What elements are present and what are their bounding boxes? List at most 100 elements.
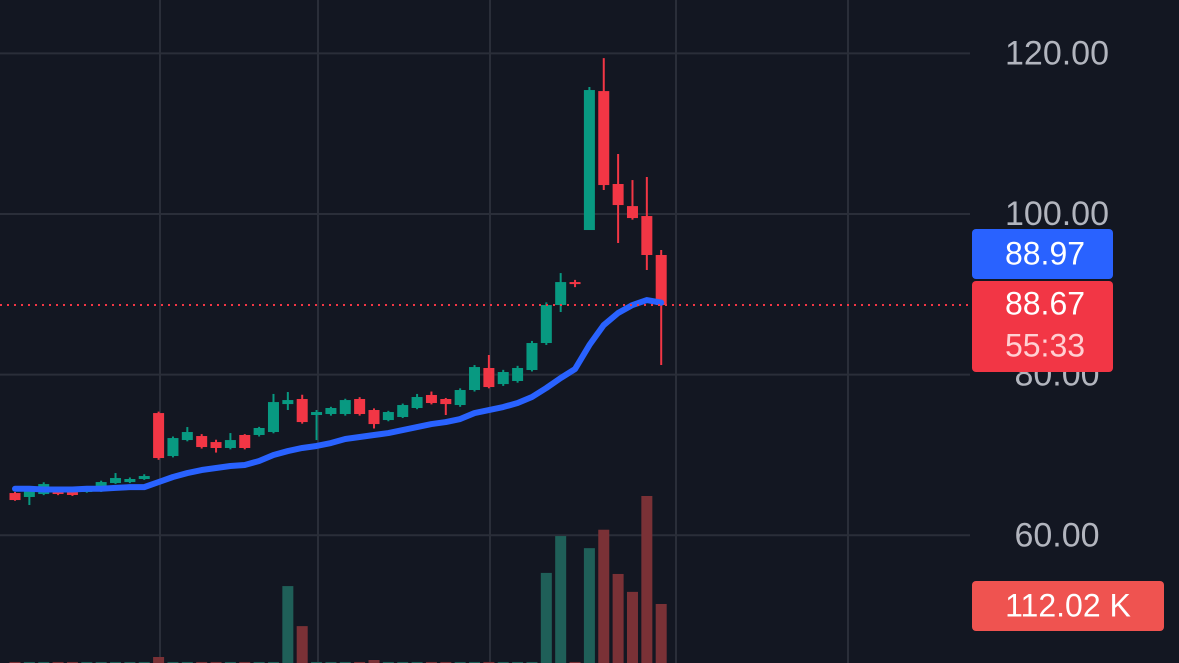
volume-badge-label: 112.02 K <box>1005 587 1131 623</box>
candle-body <box>23 490 35 497</box>
candle-body <box>267 402 279 433</box>
price-badge <box>972 281 1113 372</box>
volume-bar <box>9 661 21 663</box>
volume-bar <box>124 661 136 663</box>
volume-bar <box>38 661 50 663</box>
volume-bar <box>382 661 394 663</box>
volume-bar <box>66 661 78 663</box>
candle-body <box>655 255 667 306</box>
candle-body <box>339 400 351 415</box>
volume-bar <box>483 661 495 663</box>
candle-body <box>382 412 394 421</box>
volume-bar <box>153 656 165 663</box>
candle-body <box>138 476 150 479</box>
candle-body <box>526 343 538 371</box>
volume-bar <box>196 661 208 663</box>
candle-body <box>569 282 581 285</box>
candle-body <box>397 405 409 417</box>
volume-bar <box>138 661 150 663</box>
candle-body <box>368 410 380 425</box>
volume-bar <box>440 661 452 663</box>
volume-bar <box>95 661 107 663</box>
candle-body <box>325 408 337 415</box>
volume-bar <box>641 496 653 663</box>
volume-bar <box>368 659 380 663</box>
volume-bar <box>81 661 93 663</box>
candle-body <box>469 367 481 391</box>
candle-body <box>210 442 222 448</box>
volume-bar <box>210 661 222 663</box>
volume-bar <box>239 661 251 663</box>
y-tick-label: 60.00 <box>1014 516 1099 554</box>
volume-bar <box>267 661 279 663</box>
volume-bar <box>598 529 610 663</box>
volume-bar <box>555 536 567 663</box>
volume-bar <box>296 626 308 663</box>
volume-bar <box>110 661 122 663</box>
volume-bar <box>425 661 437 663</box>
candle-body <box>555 282 567 306</box>
volume-bar <box>526 661 538 663</box>
volume-bar <box>655 603 667 663</box>
ma-badge <box>972 229 1113 279</box>
y-tick-label: 100.00 <box>1005 195 1109 233</box>
candle-body <box>181 432 193 441</box>
candle-body <box>167 438 179 457</box>
volume-badge <box>972 581 1164 631</box>
candle-body <box>641 216 653 255</box>
moving-average <box>12 297 665 493</box>
candle-body <box>110 478 122 484</box>
time-grid <box>159 0 849 663</box>
candle-body <box>626 206 638 219</box>
candle-body <box>239 434 251 448</box>
volume-bar <box>23 661 35 663</box>
candle-body <box>311 412 323 415</box>
candle-body <box>9 493 21 501</box>
candle-body <box>296 399 308 423</box>
volume-bar <box>167 661 179 663</box>
volume-bar <box>612 573 624 663</box>
candle-body <box>224 440 236 448</box>
candle-body <box>196 436 208 448</box>
volume-bar <box>411 661 423 663</box>
ma-badge-label: 88.97 <box>1005 235 1085 271</box>
candle-body <box>124 478 136 483</box>
candle-body <box>411 396 423 408</box>
candle-body <box>583 90 595 231</box>
candle-body <box>612 184 624 206</box>
price-badge-label: 88.67 <box>1005 285 1085 321</box>
volume-bar <box>626 591 638 663</box>
countdown-label: 55:33 <box>1005 327 1085 363</box>
volume-bar <box>52 661 64 663</box>
candle-body <box>440 399 452 405</box>
volume-bar <box>325 661 337 663</box>
candle-body <box>425 394 437 404</box>
candle-body <box>483 368 495 388</box>
candle-body <box>253 427 265 435</box>
volume-bar <box>540 572 552 663</box>
candle-body <box>354 399 366 415</box>
volume-bar <box>181 661 193 663</box>
volume-bar <box>469 661 481 663</box>
volume-bar <box>583 548 595 663</box>
candle-body <box>497 372 509 385</box>
volume-bar <box>497 661 509 663</box>
candle-body <box>454 390 466 406</box>
volume-bar <box>339 661 351 663</box>
volume-bar <box>253 661 265 663</box>
candle-body <box>540 305 552 344</box>
volume-bar <box>354 661 366 663</box>
volume-bar <box>224 661 236 663</box>
y-tick-label: 120.00 <box>1005 34 1109 72</box>
volume-bar <box>282 586 294 663</box>
volume-bar <box>454 661 466 663</box>
volume-bar <box>512 661 524 663</box>
candle-body <box>282 400 294 405</box>
candle-body <box>153 413 165 459</box>
volume-bar <box>569 661 581 663</box>
volume-bar <box>397 661 409 663</box>
candle-body <box>512 368 524 382</box>
volume-bar <box>311 661 323 663</box>
